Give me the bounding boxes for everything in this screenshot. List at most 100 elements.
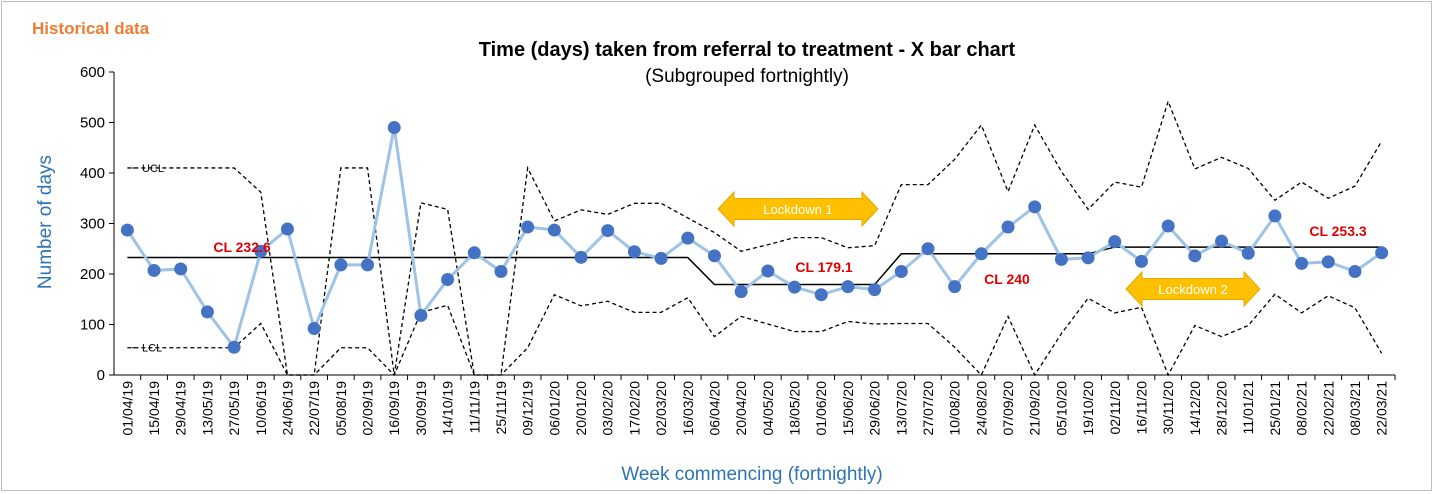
mean-data-point <box>334 258 348 272</box>
x-tick-label: 25/01/21 <box>1267 381 1283 436</box>
x-tick-label: 28/12/20 <box>1214 381 1230 436</box>
y-tick-label: 600 <box>80 64 105 81</box>
y-axis-label: Number of days <box>35 155 56 289</box>
chart-title: Time (days) taken from referral to treat… <box>479 39 1016 61</box>
mean-data-point <box>1321 255 1335 269</box>
x-tick-label: 17/02/20 <box>626 381 642 436</box>
mean-data-point <box>601 224 615 238</box>
mean-data-point <box>441 273 455 287</box>
mean-data-point <box>707 249 721 263</box>
x-tick-label: 04/05/20 <box>760 381 776 436</box>
x-axis-label: Week commencing (fortnightly) <box>621 464 883 485</box>
mean-data-point <box>147 263 161 277</box>
cl-value-label: CL 232.6 <box>213 239 271 255</box>
x-tick-label: 20/01/20 <box>573 381 589 436</box>
centre-line <box>127 246 1382 286</box>
plot-area: 0 100 200 300 400 500 600 01/04/19 15/04/19 29/04… <box>80 64 1396 436</box>
x-tick-label: 10/08/20 <box>947 381 963 436</box>
x-tick-label: 13/05/19 <box>199 381 215 436</box>
x-tick-label: 15/04/19 <box>146 381 162 436</box>
x-tick-label: 08/03/21 <box>1347 381 1363 436</box>
x-tick-label: 16/09/19 <box>386 381 402 436</box>
mean-data-point <box>307 322 321 336</box>
mean-data-point <box>761 264 775 278</box>
x-tick-label: 06/04/20 <box>706 381 722 436</box>
x-tick-label: 16/11/20 <box>1133 381 1149 435</box>
mean-data-point <box>894 264 908 278</box>
mean-data-point <box>387 121 401 135</box>
x-tick-label: 24/08/20 <box>973 381 989 436</box>
x-tick-label: 11/01/21 <box>1240 381 1256 435</box>
mean-data-point <box>1188 249 1202 263</box>
mean-data-point <box>361 258 375 272</box>
y-tick-label: 200 <box>80 266 105 283</box>
y-tick-label: 500 <box>80 115 105 132</box>
x-tick-label: 19/10/20 <box>1080 381 1096 436</box>
mean-data-point <box>1215 234 1229 248</box>
mean-data-point <box>627 245 641 259</box>
mean-data-point <box>1054 252 1068 266</box>
mean-data-point <box>654 251 668 265</box>
x-tick-label: 21/09/20 <box>1027 381 1043 436</box>
x-tick-label: 24/06/19 <box>279 381 295 436</box>
mean-data-point <box>200 305 214 319</box>
x-tick-label: 01/06/20 <box>813 381 829 436</box>
x-tick-label: 16/03/20 <box>680 381 696 436</box>
lockdown-2-label: Lockdown 2 <box>1158 282 1227 297</box>
x-tick-label: 14/10/19 <box>440 381 456 436</box>
mean-data-point <box>1108 235 1122 249</box>
x-tick-label: 07/09/20 <box>1000 381 1016 436</box>
x-tick-label: 06/01/20 <box>546 381 562 436</box>
lockdown-1-arrow <box>717 190 879 228</box>
x-tick-label: 27/05/19 <box>226 381 242 436</box>
lockdown-1-label: Lockdown 1 <box>763 202 832 217</box>
y-tick-label: 300 <box>80 216 105 233</box>
cl-value-label: CL 179.1 <box>795 259 853 275</box>
x-tick-label: 11/11/19 <box>466 381 482 434</box>
mean-data-point <box>254 244 268 258</box>
x-tick-label: 29/06/20 <box>867 381 883 436</box>
mean-series-line <box>126 127 1383 351</box>
y-tick-label: 100 <box>80 317 105 334</box>
mean-data-point <box>948 280 962 294</box>
mean-data-point <box>868 283 882 297</box>
mean-data-point <box>1241 246 1255 260</box>
mean-data-point <box>280 222 294 236</box>
lcl-line <box>127 293 1383 377</box>
mean-data-point <box>174 262 188 276</box>
x-tick-label: 27/07/20 <box>920 381 936 436</box>
x-tick-label: 03/02/20 <box>600 381 616 436</box>
mean-data-point <box>1028 200 1042 214</box>
x-tick-label: 20/04/20 <box>733 381 749 436</box>
x-tick-label: 13/07/20 <box>893 381 909 436</box>
mean-data-point <box>1348 264 1362 278</box>
cl-value-label: CL 253.3 <box>1309 223 1367 239</box>
x-tick-label: 30/09/19 <box>413 381 429 436</box>
header-label: Historical data <box>32 19 150 38</box>
x-tick-label: 01/04/19 <box>119 381 135 436</box>
x-tick-label: 22/03/21 <box>1374 381 1390 436</box>
mean-data-point <box>681 231 695 245</box>
mean-data-point <box>1375 246 1389 260</box>
x-tick-label: 22/07/19 <box>306 381 322 436</box>
lockdown-2-arrow <box>1125 270 1261 308</box>
mean-data-point <box>1001 220 1015 234</box>
lcl-label: LCL <box>142 343 162 355</box>
mean-data-point <box>467 246 481 260</box>
mean-data-point <box>1134 254 1148 268</box>
x-tick-label: 02/09/19 <box>360 381 376 436</box>
x-tick-label: 15/06/20 <box>840 381 856 436</box>
y-tick-label: 400 <box>80 165 105 182</box>
cl-value-label: CL 240 <box>984 271 1030 287</box>
mean-data-point <box>521 220 535 234</box>
x-tick-label: 22/02/21 <box>1320 381 1336 436</box>
x-tick-label: 10/06/19 <box>253 381 269 436</box>
ucl-label: UCL <box>142 163 164 175</box>
mean-data-point <box>921 242 935 256</box>
mean-data-point <box>734 285 748 299</box>
y-tick-label: 0 <box>97 367 105 384</box>
mean-data-point <box>120 223 134 237</box>
x-tick-label: 09/12/19 <box>520 381 536 436</box>
mean-data-point <box>414 308 428 322</box>
